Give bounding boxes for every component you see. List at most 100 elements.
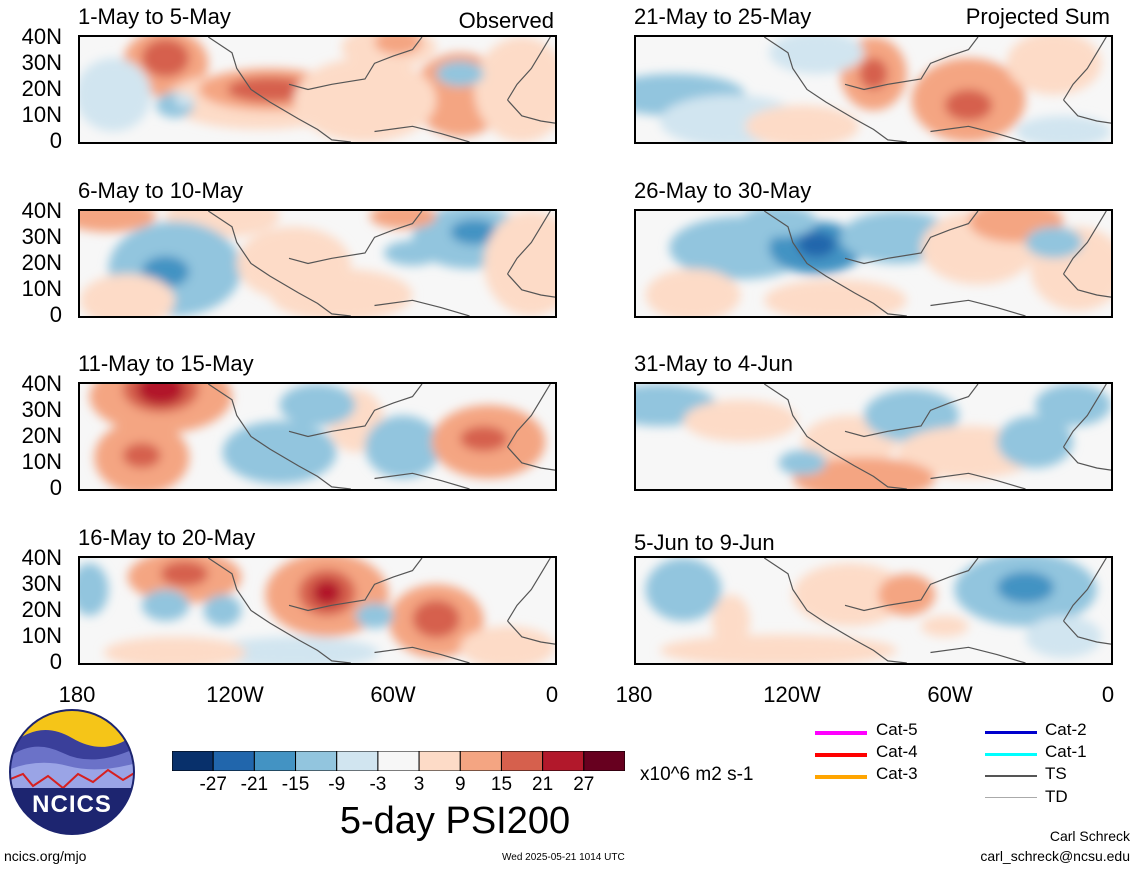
colorbar-tick-label: -15 [281, 774, 310, 795]
lat-label: 10N [21, 623, 62, 648]
colorbar-swatch [336, 750, 379, 772]
coastline [207, 384, 470, 489]
footer-email: carl_schreck@ncsu.edu [980, 848, 1130, 864]
legend-line-cat4 [815, 753, 867, 757]
colorbar-swatch [171, 750, 214, 772]
legend-line-cat3 [815, 775, 867, 779]
anomaly-contour [1025, 226, 1083, 259]
anomaly-contour [712, 594, 750, 648]
colorbar-tick-label: 3 [413, 774, 425, 795]
legend-label: TS [1045, 764, 1067, 783]
anomaly-contour [483, 211, 555, 316]
anomaly-contour [944, 89, 993, 121]
coastline [506, 384, 555, 471]
colorbar-tick-label: 21 [532, 774, 554, 795]
coastline [1062, 37, 1111, 124]
lat-label: 10N [21, 102, 62, 127]
lat-label: 40N [21, 371, 62, 396]
coastline [1062, 211, 1111, 298]
anomaly-contour [997, 415, 1073, 468]
coastline [506, 37, 555, 124]
anomaly-contour [369, 211, 437, 229]
lon-label: 180 [615, 682, 653, 707]
colorbar-tick-label: -9 [328, 774, 346, 795]
colorbar [171, 750, 626, 772]
psi200-contour-map [80, 558, 555, 663]
legend-label: Cat-1 [1045, 742, 1087, 761]
psi200-contour-map [636, 384, 1111, 489]
colorbar-swatch [500, 750, 544, 772]
coastline [207, 211, 470, 316]
ncics-logo: NCICS [8, 708, 136, 836]
anomaly-contour [997, 571, 1054, 604]
map-frame [78, 209, 557, 318]
map-frame [78, 35, 557, 144]
anomaly-contour [1006, 37, 1102, 95]
lat-label: 40N [21, 24, 62, 49]
anomaly-contour [745, 105, 860, 142]
lon-label: 120W [206, 682, 264, 707]
panel-title: 5-Jun to 9-Jun [634, 530, 775, 555]
anomaly-contour [1016, 115, 1111, 142]
legend-label: Cat-4 [876, 742, 918, 761]
anomaly-contour [659, 634, 898, 663]
anomaly-contour [878, 573, 936, 616]
psi200-contour-map [636, 558, 1111, 663]
anomaly-contour [450, 219, 498, 245]
panel-title: 26-May to 30-May [634, 178, 812, 203]
lat-label: 40N [21, 198, 62, 223]
anomaly-contour [80, 274, 175, 316]
coastline [763, 211, 1026, 316]
logo-graphic [9, 709, 135, 835]
legend-label: TD [1045, 787, 1068, 806]
anomaly-contour [203, 594, 242, 627]
anomaly-contour [141, 589, 190, 621]
anomaly-contour [222, 420, 337, 484]
anomaly-contour [683, 399, 798, 442]
legend-line-ts [985, 775, 1037, 777]
lat-label: 0 [49, 302, 62, 327]
lon-label: 60W [927, 682, 973, 707]
anomaly-contour [769, 37, 864, 74]
anomaly-contour [921, 615, 969, 637]
anomaly-contour [80, 211, 156, 232]
anomaly-contour [436, 61, 484, 87]
lat-label: 40N [21, 545, 62, 570]
lat-label: 0 [49, 128, 62, 153]
colorbar-swatch [459, 750, 502, 772]
colorbar-swatch [418, 750, 461, 772]
legend-line-cat5 [815, 731, 867, 735]
coastline [763, 558, 1026, 663]
colorbar-swatch [377, 750, 420, 772]
lat-label: 20N [21, 597, 62, 622]
colorbar-title: 5-day PSI200 [339, 800, 571, 842]
lat-label: 20N [21, 250, 62, 275]
lon-label: 0 [545, 682, 559, 707]
colorbar-tick-label: -3 [369, 774, 387, 795]
colorbar-tick-label: -27 [199, 774, 227, 795]
footer-url: ncics.org/mjo [4, 848, 87, 864]
anomaly-contour [859, 58, 888, 90]
colorbar-tick-label: 27 [573, 774, 595, 795]
psi200-contour-map [80, 384, 555, 489]
colorbar-tick-label: 9 [454, 774, 466, 795]
coastline [207, 558, 470, 663]
anomaly-contour [1025, 615, 1102, 658]
panel-title: 21-May to 25-May [634, 4, 812, 29]
colorbar-swatch [295, 750, 338, 772]
anomaly-contour [103, 636, 247, 663]
logo-text: NCICS [32, 791, 112, 818]
psi200-contour-map [80, 211, 555, 316]
anomaly-contour [80, 58, 152, 132]
coastline [506, 211, 555, 298]
anomaly-contour [460, 426, 508, 452]
panel-tag: Observed [458, 8, 554, 33]
psi200-contour-map [636, 37, 1111, 142]
anomaly-contour [645, 558, 722, 621]
panel-title: 6-May to 10-May [78, 178, 244, 203]
anomaly-contour [270, 268, 413, 316]
legend-label: Cat-5 [876, 720, 918, 739]
legend-label: Cat-3 [876, 764, 918, 783]
anomaly-contour [141, 39, 190, 77]
anomaly-contour [1035, 384, 1111, 426]
